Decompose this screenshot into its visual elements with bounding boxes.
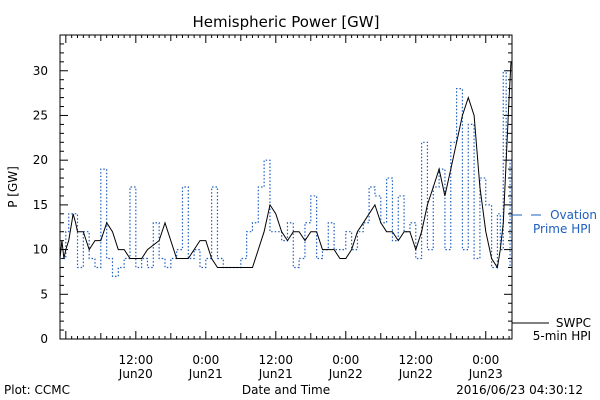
footer-plot-credit: Plot: CCMC	[4, 383, 70, 397]
x-tick-label-date: Jun20	[118, 367, 153, 381]
x-tick-label-date: Jun22	[328, 367, 363, 381]
x-tick-label-time: 12:00	[398, 353, 433, 367]
x-tick-label-time: 12:00	[258, 353, 293, 367]
y-tick-label: 15	[33, 198, 48, 212]
y-tick-label: 20	[33, 153, 48, 167]
x-tick-label-time: 0:00	[472, 353, 499, 367]
series-swpc-5min-hpi	[59, 61, 512, 269]
legend: Ovation Prime HPI SWPC 5-min HPI	[512, 208, 597, 343]
footer-timestamp: 2016/06/23 04:30:12	[456, 383, 583, 397]
footer-xlabel: Date and Time	[242, 383, 330, 397]
y-axis: 0 5 10 15 20 25 30	[33, 34, 512, 346]
y-axis-label: P [GW]	[6, 166, 20, 208]
x-tick-label-date: Jun21	[188, 367, 223, 381]
series-layer	[59, 61, 512, 278]
plot-frame	[59, 34, 513, 340]
x-tick-label-time: 12:00	[119, 353, 154, 367]
series-ovation-prime-hpi	[60, 70, 511, 278]
x-tick-label-date: Jun21	[258, 367, 293, 381]
legend-ovation-line1: Ovation	[550, 208, 597, 222]
x-tick-label-time: 0:00	[332, 353, 359, 367]
y-tick-label: 25	[33, 108, 48, 122]
x-tick-label-date: Jun22	[398, 367, 433, 381]
legend-swpc-line2: 5-min HPI	[533, 329, 591, 343]
y-tick-label: 30	[33, 64, 48, 78]
legend-swpc-line1: SWPC	[556, 316, 591, 330]
x-tick-label-time: 0:00	[192, 353, 219, 367]
y-tick-label: 5	[40, 287, 48, 301]
x-tick-label-date: Jun23	[468, 367, 503, 381]
y-tick-label: 0	[40, 332, 48, 346]
y-tick-label: 10	[33, 243, 48, 257]
legend-ovation-line2: Prime HPI	[533, 222, 591, 236]
chart-title: Hemispheric Power [GW]	[193, 13, 380, 31]
x-axis: 12:00Jun200:00Jun2112:00Jun210:00Jun2212…	[59, 35, 510, 381]
